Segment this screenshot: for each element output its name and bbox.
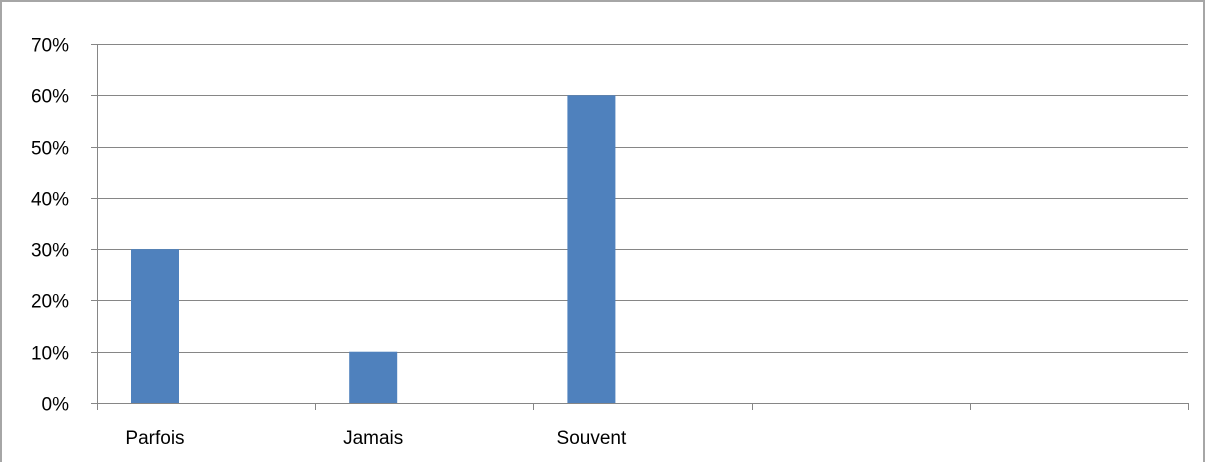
- x-tick-labels: Parfois Jamais Souvent: [125, 428, 627, 449]
- y-tick-label: 70%: [31, 36, 69, 57]
- y-tick-labels: 0% 10% 20% 30% 40% 50% 60% 70%: [31, 36, 69, 416]
- axes: [91, 44, 1189, 410]
- y-tick-label: 30%: [31, 241, 69, 262]
- y-tick-label: 50%: [31, 139, 69, 160]
- y-tick-label: 20%: [31, 292, 69, 313]
- x-tick-label: Jamais: [343, 428, 403, 449]
- y-tick-label: 10%: [31, 344, 69, 365]
- y-tick-label: 60%: [31, 87, 69, 108]
- y-tick-label: 40%: [31, 190, 69, 211]
- y-tick-label: 0%: [42, 395, 70, 416]
- x-tick-label: Souvent: [557, 428, 627, 449]
- bar-jamais: [349, 351, 398, 403]
- x-tick-label: Parfois: [125, 428, 184, 449]
- bar-parfois: [131, 249, 179, 403]
- bars: [131, 95, 616, 404]
- gridlines: [97, 44, 1188, 353]
- bar-souvent: [567, 95, 616, 404]
